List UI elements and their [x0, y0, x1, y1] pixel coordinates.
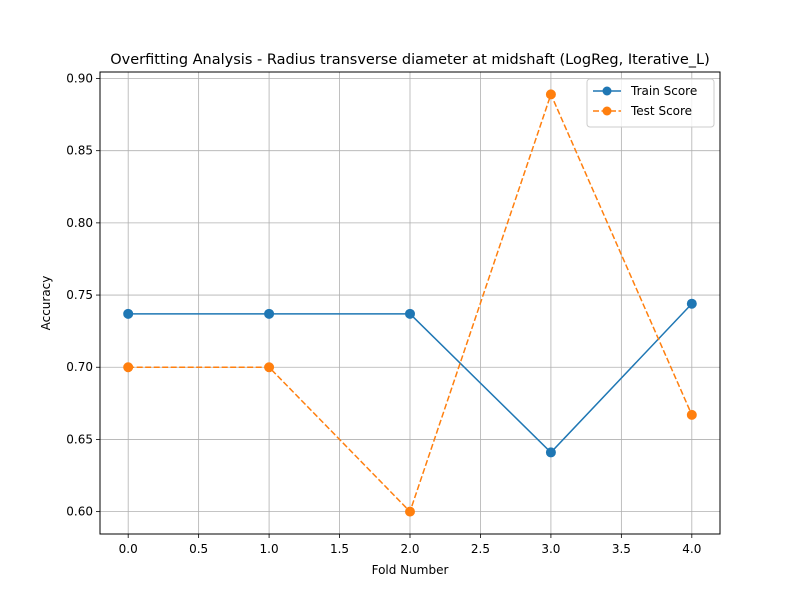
data-point: [264, 362, 275, 373]
data-point: [264, 308, 275, 319]
y-tick-label: 0.90: [66, 71, 93, 85]
series-layer: [123, 89, 697, 517]
data-point: [545, 447, 556, 458]
chart-title: Overfitting Analysis - Radius transverse…: [110, 52, 710, 68]
y-tick-label: 0.70: [66, 360, 93, 374]
legend-item: Test Score: [593, 104, 692, 118]
x-tick-label: 1.0: [260, 542, 279, 556]
x-tick-label: 0.0: [119, 542, 138, 556]
data-point: [123, 362, 134, 373]
x-tick-label: 2.5: [471, 542, 490, 556]
data-point: [123, 308, 134, 319]
y-tick-label: 0.65: [66, 432, 93, 446]
data-point: [686, 298, 697, 309]
data-point: [405, 506, 415, 517]
series-test-score: [123, 89, 697, 517]
x-tick-label: 1.5: [330, 542, 349, 556]
y-tick-label: 0.60: [66, 505, 93, 519]
x-axis-label: Fold Number: [372, 563, 449, 577]
y-tick-label: 0.80: [66, 216, 93, 230]
legend-marker: [602, 106, 612, 116]
legend-label: Train Score: [630, 84, 697, 98]
legend-item: Train Score: [593, 84, 697, 98]
x-tick-label: 4.0: [682, 542, 701, 556]
y-tick-label: 0.75: [66, 288, 93, 302]
legend-label: Test Score: [630, 104, 692, 118]
y-tick-label: 0.85: [66, 144, 93, 158]
x-tick-label: 2.0: [400, 542, 419, 556]
data-point: [405, 308, 415, 319]
x-axis-ticks: 0.0 0.5 1.0 1.5 2.0 2.5 3.0 3.5 4.0: [119, 534, 701, 556]
legend-marker: [602, 86, 612, 96]
series-train-score: [123, 298, 697, 458]
y-axis-ticks: 0.60 0.65 0.70 0.75 0.80 0.85 0.90: [66, 71, 100, 519]
y-axis-label: Accuracy: [39, 276, 53, 331]
data-point: [686, 409, 697, 420]
x-tick-label: 0.5: [189, 542, 208, 556]
data-point: [545, 89, 556, 100]
x-tick-label: 3.0: [541, 542, 560, 556]
legend: Train Score Test Score: [586, 78, 715, 128]
x-tick-label: 3.5: [612, 542, 631, 556]
